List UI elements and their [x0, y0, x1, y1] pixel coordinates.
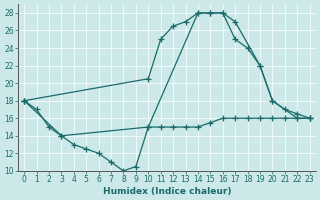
X-axis label: Humidex (Indice chaleur): Humidex (Indice chaleur) [103, 187, 231, 196]
